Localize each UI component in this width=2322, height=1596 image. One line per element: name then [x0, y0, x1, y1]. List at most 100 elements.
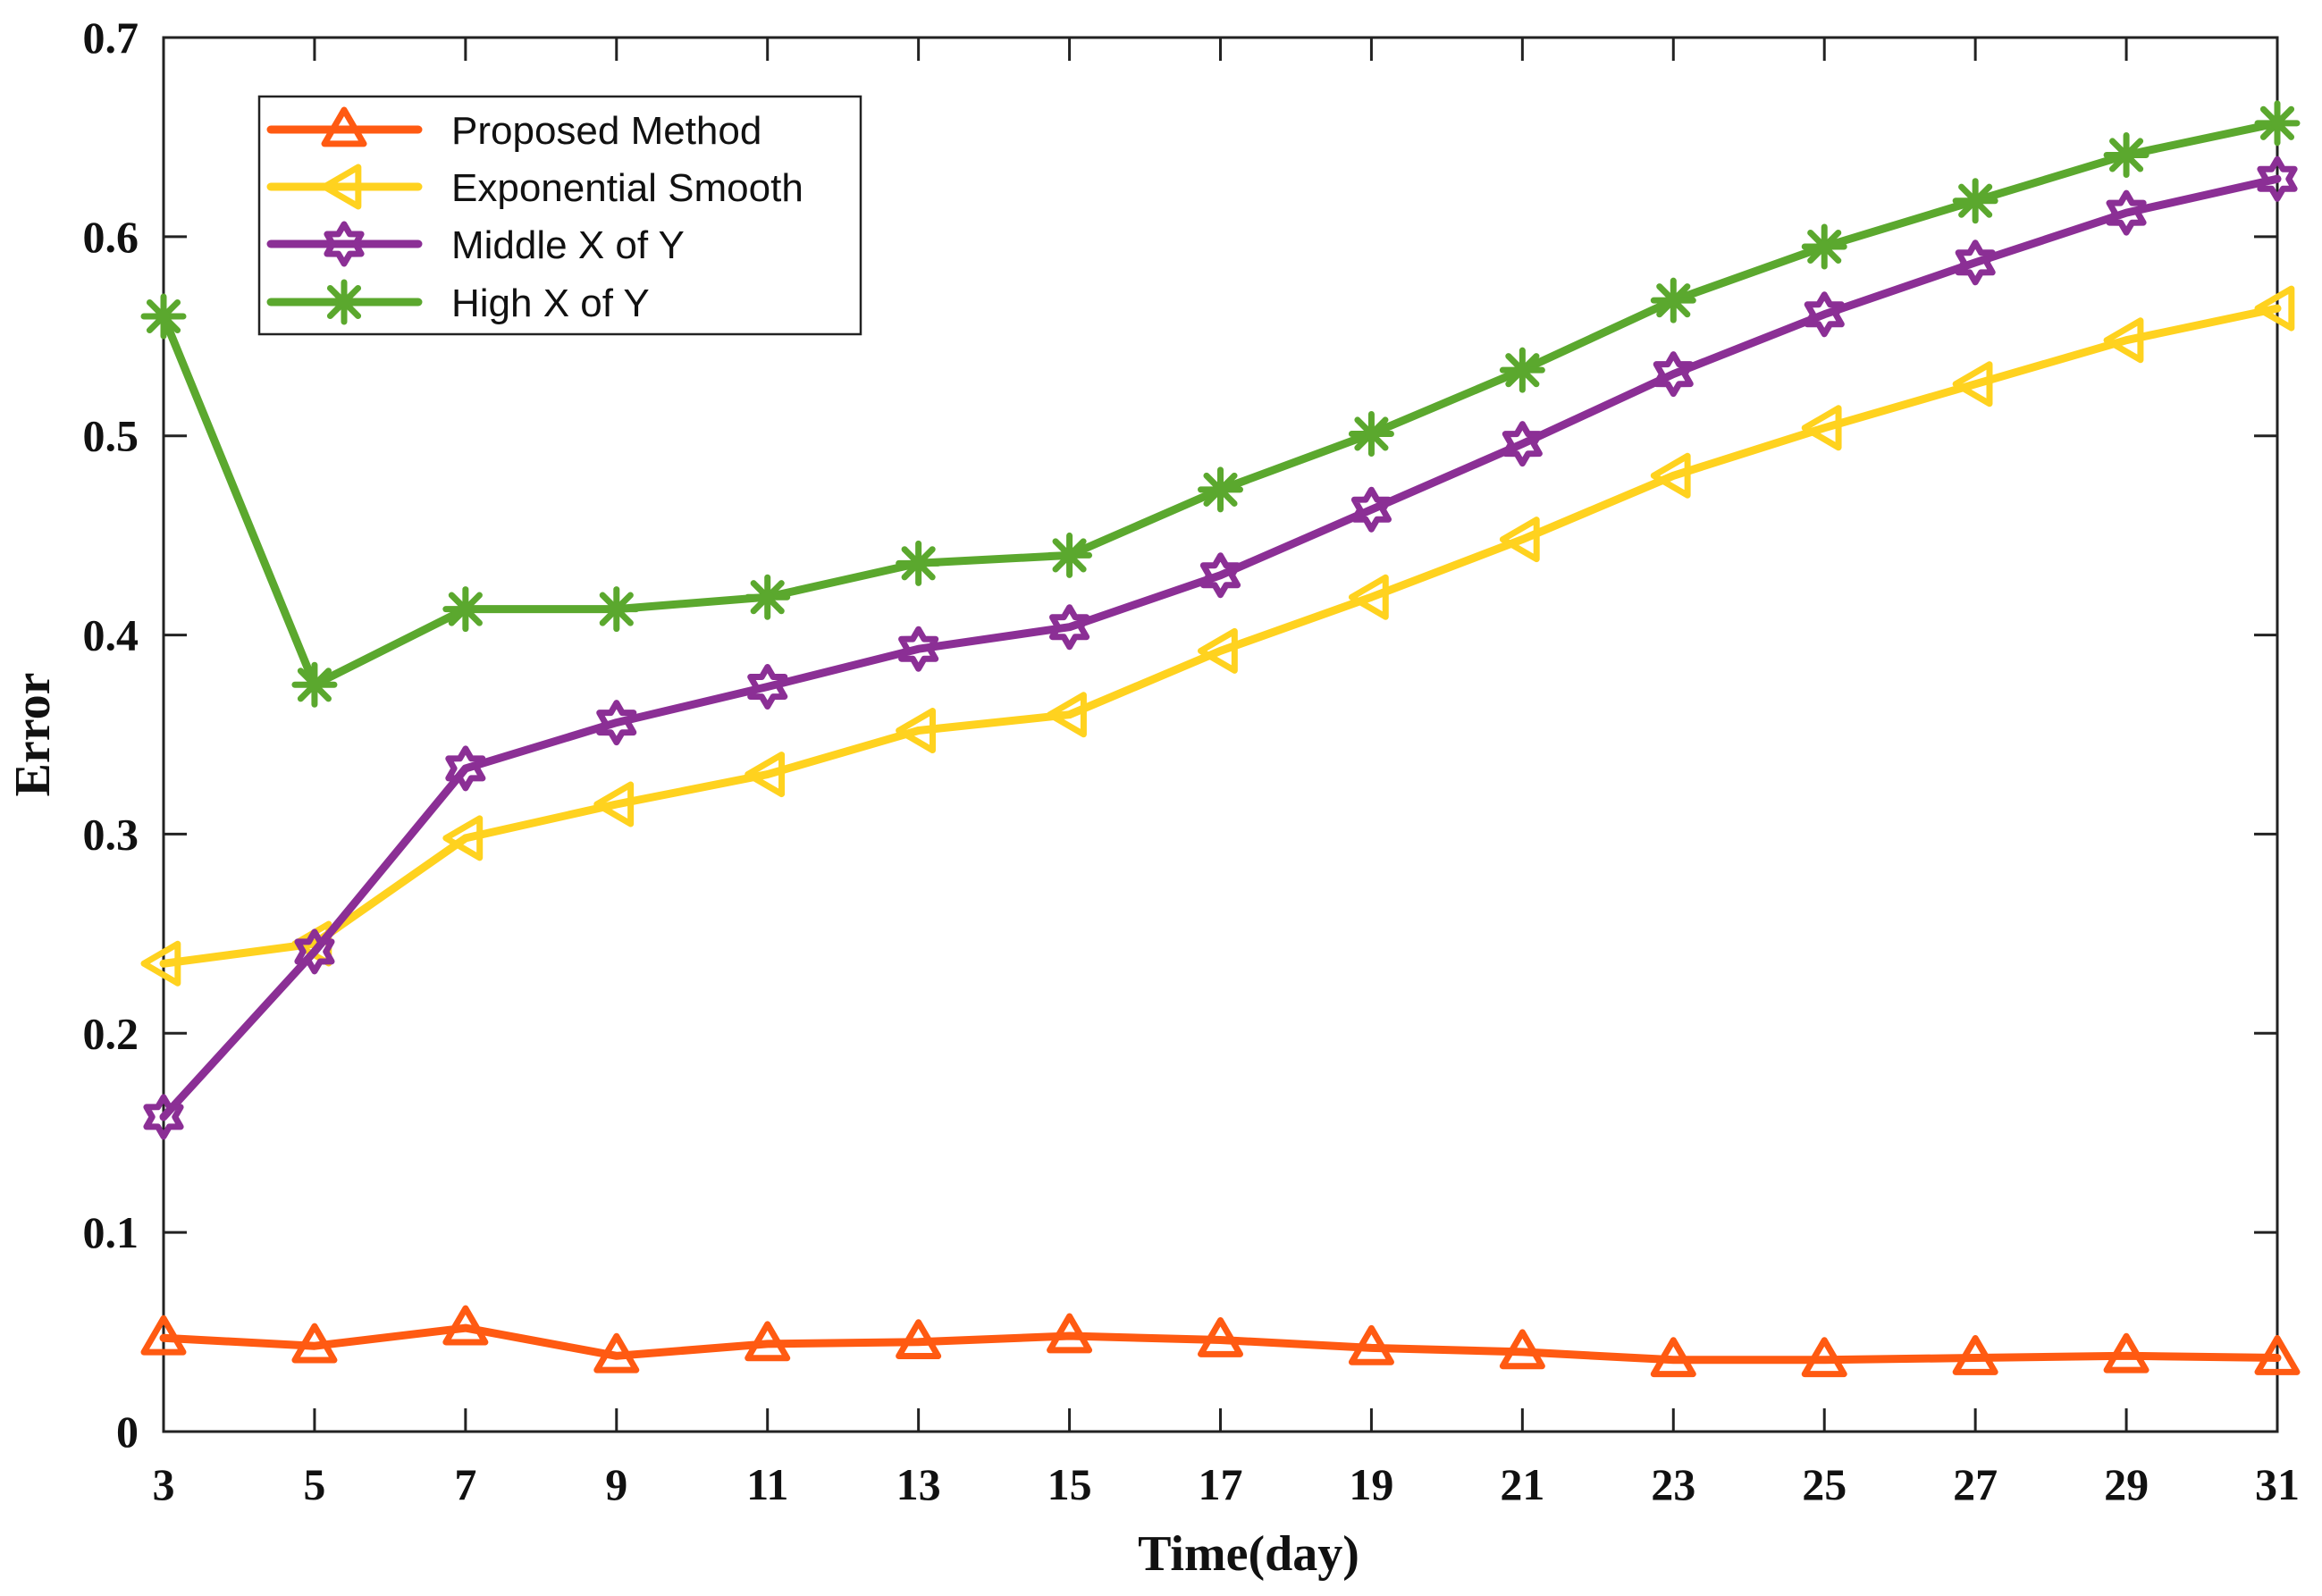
- x-tick-label: 23: [1651, 1459, 1695, 1509]
- marker-triangle-left: [140, 940, 181, 987]
- marker-asterisk-center: [1063, 549, 1076, 562]
- marker-triangle-left: [321, 164, 362, 210]
- legend-item: High X of Y: [266, 279, 650, 325]
- marker-hexagram: [1502, 421, 1543, 467]
- marker-triangle-left: [1650, 452, 1691, 499]
- marker-triangle-up: [896, 1319, 942, 1360]
- y-tick-label: 0.2: [83, 1008, 139, 1058]
- series-line: [159, 304, 2282, 968]
- x-tick-label: 29: [2104, 1459, 2149, 1509]
- marker-asterisk: [2103, 131, 2150, 178]
- marker-triangle-left: [2103, 317, 2144, 364]
- marker-triangle-left: [1047, 692, 1087, 738]
- marker-asterisk: [1801, 223, 1847, 270]
- series-proposed-method: [140, 1305, 2301, 1378]
- y-tick-label: 0.1: [83, 1207, 139, 1257]
- series-line: [159, 1323, 2282, 1365]
- legend-label: Proposed Method: [451, 109, 761, 153]
- y-tick-label: 0.5: [83, 411, 139, 461]
- x-tick-label: 17: [1199, 1459, 1243, 1509]
- marker-asterisk-center: [1667, 294, 1680, 307]
- y-axis-title: Error: [5, 673, 61, 797]
- marker-triangle-left: [1952, 361, 1993, 407]
- x-tick-label: 25: [1802, 1459, 1847, 1509]
- y-tick-label: 0.3: [83, 809, 139, 859]
- marker-asterisk: [1952, 178, 1998, 224]
- marker-hexagram: [596, 700, 637, 746]
- marker-triangle-left: [1198, 627, 1238, 674]
- series-line: [159, 174, 2282, 1121]
- marker-asterisk-center: [2120, 148, 2133, 162]
- marker-triangle-left: [442, 815, 484, 861]
- marker-hexagram: [1049, 604, 1090, 651]
- marker-asterisk: [321, 279, 367, 325]
- legend-item: Middle X of Y: [266, 221, 685, 267]
- marker-hexagram: [898, 626, 939, 672]
- x-tick-label: 5: [303, 1459, 325, 1509]
- marker-asterisk: [442, 586, 489, 633]
- marker-hexagram: [2106, 189, 2147, 236]
- marker-triangle-up: [1952, 1335, 1998, 1375]
- y-tick-label: 0.4: [83, 610, 139, 660]
- marker-asterisk: [745, 574, 791, 620]
- marker-asterisk: [1348, 410, 1394, 457]
- x-tick-label: 11: [746, 1459, 788, 1509]
- legend-item: Proposed Method: [266, 106, 761, 153]
- marker-asterisk: [140, 293, 187, 340]
- marker-asterisk-center: [1214, 483, 1227, 496]
- marker-asterisk: [1650, 277, 1696, 323]
- marker-hexagram: [1350, 486, 1392, 533]
- marker-hexagram: [324, 221, 365, 267]
- marker-triangle-up: [321, 106, 367, 147]
- marker-asterisk: [896, 540, 942, 586]
- y-axis: 0 0.1 0.2 0.3 0.4 0.5 0.6 0.7: [83, 13, 2277, 1457]
- x-tick-label: 27: [1953, 1459, 1998, 1509]
- marker-asterisk: [2254, 100, 2301, 147]
- marker-asterisk-center: [912, 557, 925, 570]
- marker-asterisk-center: [459, 602, 472, 616]
- x-tick-label: 13: [896, 1459, 941, 1509]
- marker-asterisk-center: [338, 296, 350, 308]
- marker-triangle-up: [1348, 1324, 1394, 1365]
- x-tick-label: 7: [454, 1459, 476, 1509]
- marker-asterisk-center: [610, 602, 623, 616]
- marker-triangle-up: [593, 1332, 640, 1373]
- marker-triangle-left: [593, 781, 635, 827]
- marker-triangle-up: [1499, 1329, 1545, 1370]
- marker-hexagram: [2257, 155, 2298, 202]
- marker-triangle-up: [1198, 1316, 1243, 1357]
- x-tick-label: 3: [153, 1459, 175, 1509]
- series-high-x-of-y: [140, 100, 2301, 708]
- legend-label: High X of Y: [451, 281, 650, 325]
- marker-triangle-left: [1348, 574, 1389, 620]
- marker-triangle-left: [1499, 517, 1540, 563]
- legend: Proposed Method Exponential Smooth Middle …: [257, 95, 862, 336]
- marker-hexagram: [1199, 552, 1241, 599]
- marker-hexagram: [1804, 291, 1845, 338]
- marker-hexagram: [445, 745, 486, 792]
- marker-asterisk: [593, 586, 640, 633]
- marker-asterisk-center: [1969, 194, 1982, 207]
- marker-asterisk: [1047, 532, 1093, 578]
- marker-triangle-up: [2103, 1332, 2150, 1373]
- marker-asterisk-center: [307, 678, 321, 692]
- marker-asterisk-center: [761, 591, 774, 604]
- y-tick-label: 0.7: [83, 13, 139, 63]
- legend-label: Middle X of Y: [451, 223, 685, 267]
- series-layer: [140, 100, 2301, 1378]
- series-middle-x-of-y: [143, 155, 2298, 1140]
- marker-triangle-left: [896, 708, 936, 754]
- marker-hexagram: [143, 1094, 184, 1140]
- marker-triangle-up: [140, 1315, 187, 1356]
- marker-hexagram: [1955, 239, 1996, 286]
- marker-hexagram: [294, 928, 335, 975]
- marker-asterisk-center: [1516, 364, 1529, 377]
- x-tick-label: 21: [1500, 1459, 1544, 1509]
- marker-hexagram: [1653, 351, 1694, 398]
- marker-triangle-left: [2254, 285, 2295, 332]
- marker-triangle-up: [1047, 1313, 1093, 1354]
- marker-triangle-left: [745, 752, 786, 798]
- marker-asterisk: [1198, 466, 1243, 513]
